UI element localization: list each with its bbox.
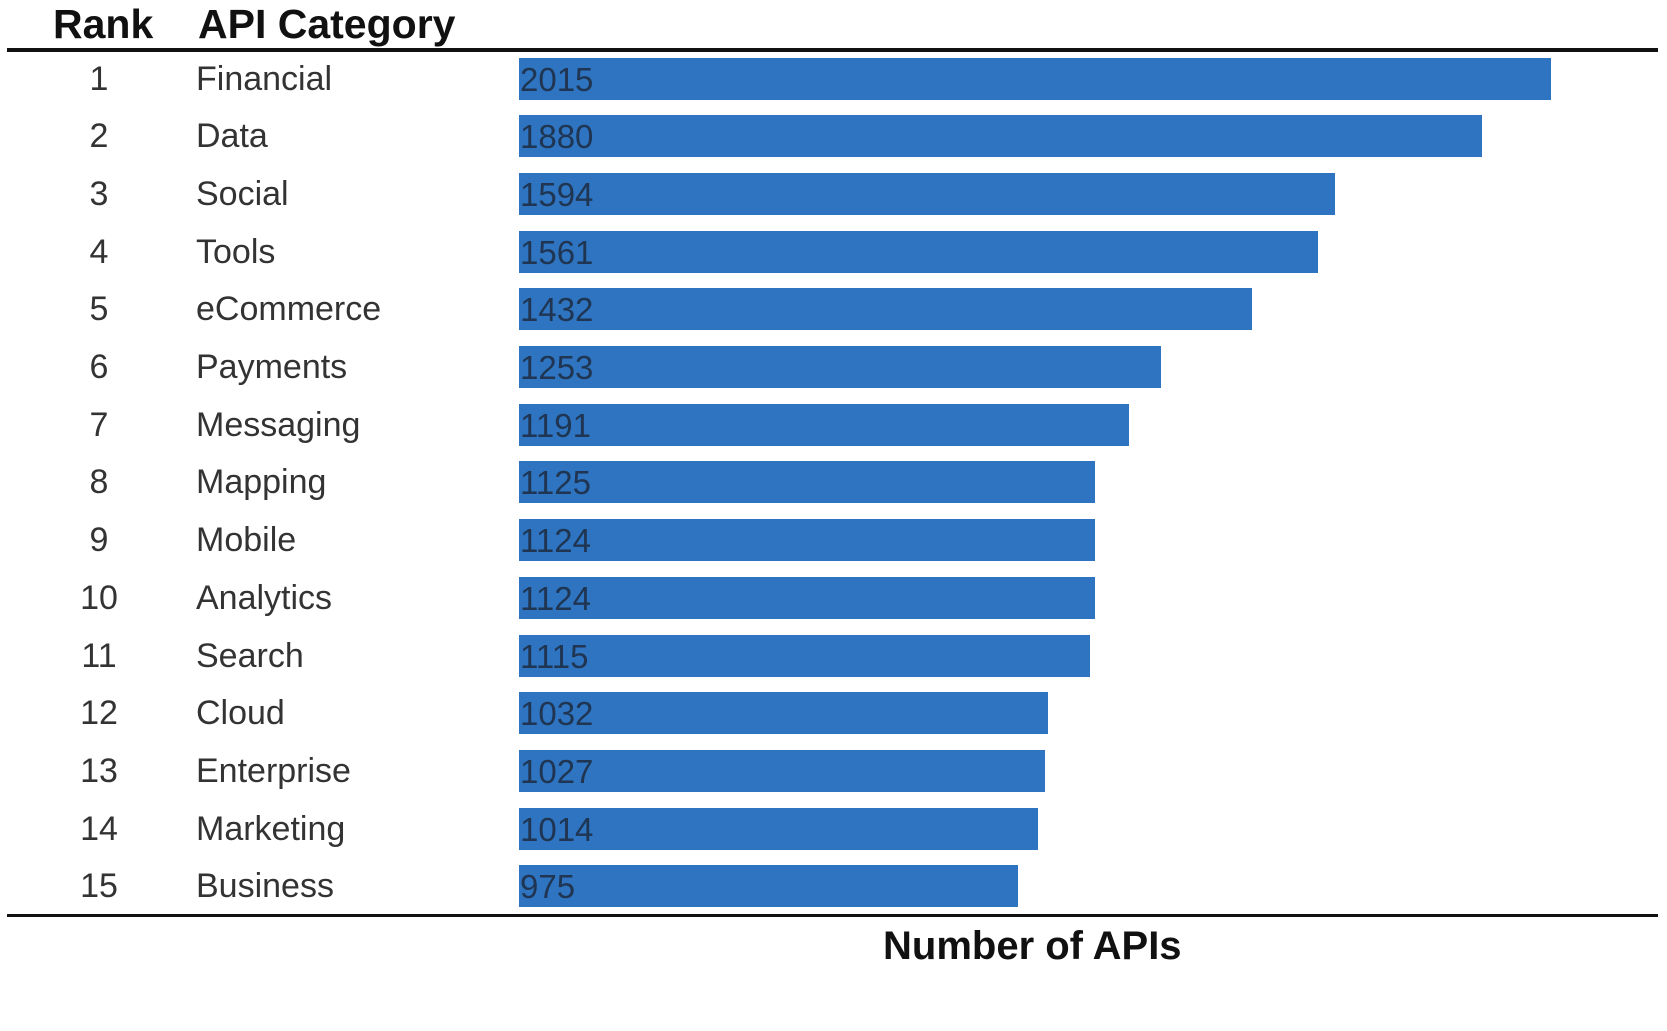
bar [519, 57, 1551, 100]
rank-label: 13 [80, 751, 118, 790]
category-label: Analytics [196, 578, 333, 617]
rank-label: 4 [89, 232, 109, 271]
bar [519, 346, 1161, 388]
rank-label: 15 [80, 867, 118, 906]
bar-value-label: 1880 [520, 118, 594, 156]
bar-value-label: 1032 [520, 695, 594, 733]
bar-value-label: 1561 [520, 233, 594, 271]
rank-label: 6 [89, 348, 109, 386]
bar [519, 807, 1039, 850]
category-header: API Category [198, 1, 456, 47]
bar-value-label: 1014 [520, 810, 594, 848]
bar-value-label: 1027 [520, 752, 594, 790]
bar [519, 172, 1336, 215]
bar-value-label: 1124 [520, 579, 591, 617]
bar-value-label: 1594 [520, 175, 594, 213]
category-label: Business [196, 867, 334, 906]
category-label: Payments [196, 348, 348, 386]
bar [519, 634, 1091, 677]
bottom-rule [7, 914, 1658, 917]
bar [519, 115, 1482, 158]
rank-label: 8 [89, 463, 109, 502]
bar [519, 230, 1319, 273]
bar-value-label: 975 [520, 868, 576, 906]
bar [519, 461, 1096, 504]
category-label: Messaging [196, 405, 361, 444]
bar-value-label: 1125 [520, 464, 591, 502]
rank-label: 12 [80, 694, 118, 733]
bar [519, 865, 1019, 908]
bar [519, 519, 1095, 562]
category-label: Marketing [196, 809, 346, 848]
rank-label: 2 [89, 117, 109, 156]
rank-label: 1 [89, 59, 109, 98]
x-axis-label: Number of APIs [883, 924, 1182, 968]
category-label: Social [196, 174, 289, 213]
bar-value-label: 1124 [520, 522, 591, 560]
rank-label: 9 [89, 521, 109, 560]
bar-value-label: 2015 [520, 60, 594, 98]
rank-header: Rank [53, 1, 154, 47]
bar-value-label: 1115 [520, 637, 589, 675]
bar [519, 749, 1045, 792]
bar-value-label: 1253 [520, 349, 594, 386]
rank-label: 11 [81, 636, 117, 675]
category-label: Tools [196, 232, 276, 271]
bar [519, 692, 1048, 735]
bar [519, 403, 1129, 446]
bar [519, 576, 1095, 619]
bar [519, 288, 1253, 331]
category-label: eCommerce [196, 290, 382, 329]
bar-value-label: 1191 [520, 406, 591, 444]
category-label: Mobile [196, 521, 297, 560]
category-label: Financial [196, 59, 333, 98]
rank-label: 3 [89, 174, 109, 213]
rank-label: 5 [89, 290, 109, 329]
category-label: Cloud [196, 694, 285, 733]
category-label: Search [196, 636, 304, 675]
category-label: Enterprise [196, 751, 351, 790]
rank-label: 10 [80, 578, 118, 617]
category-label: Mapping [196, 463, 327, 502]
rank-label: 7 [89, 405, 109, 444]
rank-label: 14 [80, 809, 118, 848]
category-label: Data [196, 117, 268, 156]
top-rule [7, 48, 1658, 52]
bar-value-label: 1432 [520, 291, 594, 329]
